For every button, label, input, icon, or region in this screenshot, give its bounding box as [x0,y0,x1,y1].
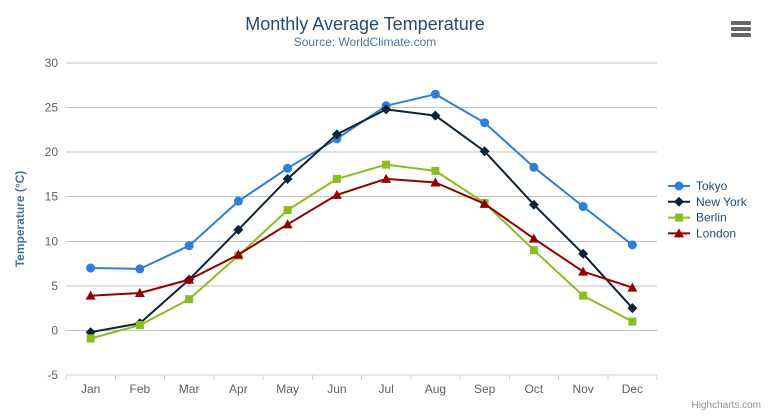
x-axis-tick-label: Dec [622,382,643,396]
chart-subtitle: Source: WorldClimate.com [294,35,437,49]
data-point-london[interactable] [430,177,441,187]
chart-title: Monthly Average Temperature [245,14,484,34]
data-point-london[interactable] [578,266,589,276]
x-axis-tick-label: Jan [81,382,100,396]
data-point-new-york[interactable] [627,303,638,314]
x-axis-tick-label: Sep [474,382,496,396]
legend-item-berlin[interactable]: Berlin [668,211,727,225]
data-point-tokyo[interactable] [430,89,440,99]
data-point-tokyo[interactable] [233,196,243,206]
data-point-berlin[interactable] [382,160,391,169]
data-point-new-york[interactable] [479,146,490,157]
legend-item-new-york[interactable]: New York [668,195,748,209]
legend-label: Tokyo [696,179,728,193]
series-line-london [89,177,634,297]
plot-area [85,89,638,343]
data-point-tokyo[interactable] [184,241,194,251]
data-point-new-york[interactable] [430,110,441,121]
x-axis-tick-label: Aug [425,382,446,396]
data-point-berlin[interactable] [283,206,292,215]
data-point-berlin[interactable] [332,174,341,183]
x-axis-tick-label: May [276,382,299,396]
data-point-tokyo[interactable] [529,162,539,172]
data-point-london[interactable] [233,249,244,259]
legend-marker-tokyo [674,181,684,191]
data-point-tokyo[interactable] [627,240,637,250]
legend-item-london[interactable]: London [668,226,736,240]
context-menu-button[interactable] [731,21,751,37]
data-point-london[interactable] [85,290,96,300]
menu-bar-icon [731,33,751,37]
credits-link[interactable]: Highcharts.com [692,400,761,411]
y-axis-tick-label: 0 [51,323,58,337]
data-point-tokyo[interactable] [135,264,145,274]
x-axis-tick-label: Nov [572,382,593,396]
y-axis-tick-label: -5 [47,368,58,382]
series-line-tokyo [89,93,634,270]
data-point-new-york[interactable] [381,104,392,115]
data-point-london[interactable] [528,233,539,243]
data-point-new-york[interactable] [528,199,539,210]
data-point-new-york[interactable] [331,129,342,140]
legend-item-tokyo[interactable]: Tokyo [668,179,728,193]
x-axis-tick-label: Apr [229,382,248,396]
y-axis-tick-label: 15 [45,190,59,204]
legend-marker-new-york [674,196,684,207]
x-axis-tick-label: Mar [179,382,200,396]
x-axis-tick-label: Jun [327,382,346,396]
y-axis-tick-label: 30 [45,56,59,70]
data-point-tokyo[interactable] [480,118,490,128]
x-axis-tick-label: Oct [525,382,544,396]
data-point-tokyo[interactable] [283,163,293,173]
series-line-new-york [89,108,634,334]
y-axis-tick-label: 20 [45,145,59,159]
grid-layer [66,62,657,331]
data-point-new-york[interactable] [578,248,589,259]
data-point-new-york[interactable] [233,224,244,235]
y-axis-title: Temperature (°C) [13,171,27,268]
legend-marker-berlin [675,213,683,222]
data-point-london[interactable] [479,198,490,208]
x-axis-tick-label: Feb [130,382,151,396]
data-point-berlin[interactable] [529,246,538,255]
x-axis-tick-label: Jul [378,382,393,396]
data-point-berlin[interactable] [86,334,95,343]
data-point-berlin[interactable] [579,291,588,300]
data-point-berlin[interactable] [628,317,637,326]
legend-label: New York [696,195,748,209]
legend-label: Berlin [696,211,727,225]
data-point-new-york[interactable] [282,173,293,184]
series-line-berlin [89,163,634,340]
legend-marker-london [674,228,684,238]
y-axis-tick-label: 25 [45,101,59,115]
data-point-london[interactable] [282,219,293,229]
data-point-london[interactable] [381,173,392,183]
axis-layer: -5 0 5 10 15 20 25 30 Jan Feb Mar Apr May Jun Jul Aug Se… [45,56,658,396]
y-axis-tick-label: 10 [45,234,59,248]
data-point-berlin[interactable] [431,166,440,175]
data-point-london[interactable] [184,274,195,284]
data-point-london[interactable] [331,189,342,199]
y-axis-tick-label: 5 [51,279,58,293]
data-point-berlin[interactable] [135,321,144,330]
data-point-london[interactable] [134,287,145,297]
menu-bar-icon [731,27,751,31]
data-point-tokyo[interactable] [578,202,588,212]
data-point-tokyo[interactable] [86,263,96,273]
legend-label: London [696,226,736,240]
data-point-berlin[interactable] [185,295,194,304]
menu-bar-icon [731,21,751,25]
data-point-london[interactable] [627,282,638,292]
